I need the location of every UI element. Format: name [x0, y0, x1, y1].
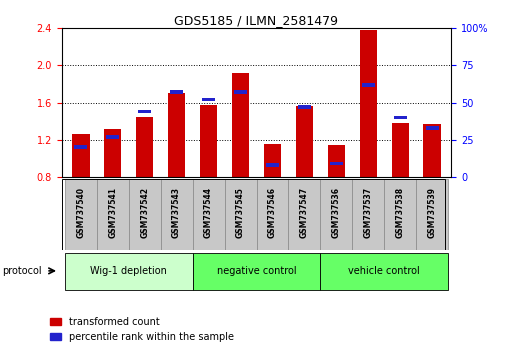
Text: GSM737545: GSM737545	[236, 187, 245, 238]
Bar	[104, 129, 122, 177]
Text: GSM737547: GSM737547	[300, 187, 309, 238]
Text: GSM737546: GSM737546	[268, 187, 277, 238]
Bar	[168, 93, 185, 177]
Bar	[106, 135, 120, 139]
Bar	[328, 145, 345, 177]
Bar	[360, 30, 377, 177]
Bar	[393, 116, 407, 119]
Text: GSM737536: GSM737536	[332, 187, 341, 238]
Bar	[298, 105, 311, 109]
Bar	[170, 91, 183, 94]
Bar	[416, 179, 448, 250]
Bar	[138, 110, 151, 113]
Text: vehicle control: vehicle control	[348, 266, 420, 276]
Bar	[225, 179, 256, 250]
Bar	[391, 123, 409, 177]
Bar	[423, 124, 441, 177]
Legend: transformed count, percentile rank within the sample: transformed count, percentile rank withi…	[46, 313, 238, 346]
Bar	[234, 91, 247, 94]
Text: protocol: protocol	[3, 266, 42, 276]
Bar	[97, 179, 129, 250]
Title: GDS5185 / ILMN_2581479: GDS5185 / ILMN_2581479	[174, 14, 339, 27]
Bar	[65, 179, 97, 250]
Bar	[330, 162, 343, 165]
Bar	[200, 104, 218, 177]
Bar	[65, 253, 192, 290]
Bar	[72, 134, 90, 177]
Text: GSM737540: GSM737540	[76, 187, 85, 238]
Bar	[161, 179, 192, 250]
Bar	[352, 179, 384, 250]
Bar	[264, 144, 281, 177]
Text: negative control: negative control	[216, 266, 297, 276]
Bar	[321, 179, 352, 250]
Bar	[362, 83, 375, 87]
Bar	[295, 106, 313, 177]
Bar	[288, 179, 321, 250]
Text: GSM737543: GSM737543	[172, 187, 181, 238]
Text: GSM737541: GSM737541	[108, 187, 117, 238]
Bar	[192, 253, 321, 290]
Bar	[136, 116, 153, 177]
Bar	[74, 145, 87, 149]
Text: Wig-1 depletion: Wig-1 depletion	[90, 266, 167, 276]
Text: GSM737538: GSM737538	[396, 187, 405, 238]
Text: GSM737542: GSM737542	[140, 187, 149, 238]
Bar	[384, 179, 416, 250]
Bar	[202, 98, 215, 102]
Bar	[426, 126, 439, 130]
Bar	[192, 179, 225, 250]
Bar	[232, 73, 249, 177]
Text: GSM737537: GSM737537	[364, 187, 373, 238]
Bar	[266, 163, 279, 167]
Bar	[129, 179, 161, 250]
Text: GSM737539: GSM737539	[428, 187, 437, 238]
Bar	[256, 179, 288, 250]
Bar	[321, 253, 448, 290]
Text: GSM737544: GSM737544	[204, 187, 213, 238]
